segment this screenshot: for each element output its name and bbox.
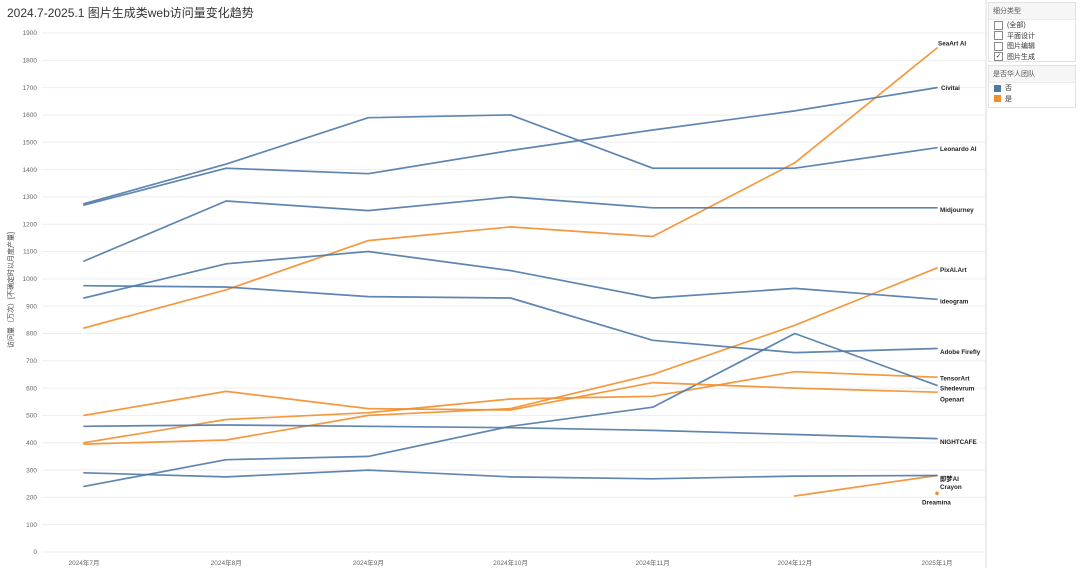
checkbox[interactable]: ✓ <box>994 52 1003 62</box>
series-end-label: Shedevrum <box>940 386 975 393</box>
y-tick-label: 800 <box>26 331 37 338</box>
filter-option-image-editing[interactable]: 图片编辑 <box>989 41 1075 52</box>
color-legend-title: 是否华人团队 <box>989 66 1075 83</box>
y-tick-label: 0 <box>33 549 37 556</box>
filter-option-label: 图片生成 <box>1007 53 1035 61</box>
y-tick-label: 1500 <box>23 139 38 146</box>
series-line-6[interactable] <box>83 284 938 354</box>
y-tick-label: 1000 <box>23 276 38 283</box>
y-tick-label: 300 <box>26 467 37 474</box>
filter-option-graphic-design[interactable]: 平面设计 <box>989 31 1075 42</box>
series-end-label: Dreamina <box>922 500 951 507</box>
legend-item-yes[interactable]: 是 <box>989 94 1075 105</box>
filter-panel: 细分类型 (全部) 平面设计 图片编辑 ✓ 图片生成 <box>988 2 1076 62</box>
y-tick-label: 200 <box>26 495 37 502</box>
checkbox[interactable] <box>994 41 1003 51</box>
y-tick-label: 1300 <box>23 194 38 201</box>
legend-item-label: 是 <box>1005 95 1012 103</box>
y-tick-label: 1600 <box>23 112 38 119</box>
legend-item-label: 否 <box>1005 85 1012 93</box>
filter-option-label: (全部) <box>1007 22 1026 30</box>
series-line-11[interactable] <box>793 474 938 497</box>
legend-swatch <box>994 95 1001 103</box>
series-line-7[interactable] <box>83 370 938 444</box>
series-line-8[interactable] <box>83 332 938 488</box>
series-end-label: PixAI.Art <box>940 267 967 274</box>
series-line-3[interactable] <box>83 196 938 262</box>
y-tick-label: 1800 <box>23 58 38 65</box>
filter-option-label: 图片编辑 <box>1007 43 1035 51</box>
series-end-label: Crayon <box>940 484 962 491</box>
filter-panel-title: 细分类型 <box>989 3 1075 20</box>
series-end-label: TensorArt <box>940 375 971 382</box>
series-end-label: 即梦AI <box>940 474 959 483</box>
series-end-label: ideogram <box>940 299 969 306</box>
y-tick-label: 600 <box>26 385 37 392</box>
y-tick-label: 1100 <box>23 249 37 256</box>
y-tick-label: 1900 <box>23 30 38 37</box>
y-tick-label: 700 <box>26 358 37 365</box>
series-point-13[interactable] <box>935 491 939 496</box>
series-line-2[interactable] <box>83 114 938 205</box>
y-tick-label: 900 <box>26 303 37 310</box>
y-tick-label: 100 <box>26 522 37 529</box>
legend-item-no[interactable]: 否 <box>989 83 1075 94</box>
y-axis-title: 访问量（万次）[不确定时以月度产量] <box>6 232 15 348</box>
series-labels: SeaArt AI Civitai Leonardo AI Midjourney Pix… <box>922 40 981 506</box>
series-line-5[interactable] <box>83 250 938 301</box>
x-tick-label: 2024年8月 <box>211 558 242 567</box>
x-tick-label: 2024年10月 <box>493 558 528 567</box>
legend-swatch <box>994 84 1001 92</box>
x-tick-label: 2025年1月 <box>921 558 952 567</box>
y-tick-label: 1700 <box>23 85 38 92</box>
series-end-label: Civitai <box>941 85 960 92</box>
color-legend: 是否华人团队 否 是 <box>988 65 1076 108</box>
checkbox[interactable] <box>994 31 1003 41</box>
series-end-label: Midjourney <box>940 207 974 214</box>
y-tick-label: 1400 <box>23 167 38 174</box>
y-tick-label: 500 <box>26 413 37 420</box>
y-axis-ticks: 0 100 200 300 400 500 600 700 800 900 1000 1100 1200… <box>23 30 38 556</box>
series-end-label: SeaArt AI <box>938 40 966 47</box>
series-end-label: Leonardo AI <box>940 146 977 153</box>
x-tick-label: 2024年12月 <box>777 558 812 567</box>
series-line-0[interactable] <box>83 47 938 329</box>
y-tick-label: 1200 <box>23 221 38 228</box>
series-line-1[interactable] <box>83 86 938 206</box>
series-end-label: Openart <box>940 397 965 404</box>
series-line-10[interactable] <box>83 424 938 440</box>
series-line-4[interactable] <box>83 267 938 445</box>
chart-title: 2024.7-2025.1 图片生成类web访问量变化趋势 <box>7 6 254 20</box>
series-lines <box>83 47 939 497</box>
checkbox[interactable] <box>994 20 1003 30</box>
series-end-label: NIGHTCAFE <box>940 439 977 446</box>
filter-option-all[interactable]: (全部) <box>989 20 1075 31</box>
filter-option-image-generation[interactable]: ✓ 图片生成 <box>989 52 1075 63</box>
series-line-12[interactable] <box>83 469 938 480</box>
y-tick-label: 400 <box>26 440 37 447</box>
filter-option-label: 平面设计 <box>1007 32 1035 40</box>
x-axis-ticks: 2024年7月 2024年8月 2024年9月 2024年10月 2024年11月 202… <box>68 558 952 567</box>
x-tick-label: 2024年7月 <box>68 558 99 567</box>
x-tick-label: 2024年11月 <box>636 558 670 567</box>
series-line-9[interactable] <box>83 381 938 417</box>
series-end-label: Adobe Firefly <box>940 349 981 356</box>
x-tick-label: 2024年9月 <box>353 558 384 567</box>
